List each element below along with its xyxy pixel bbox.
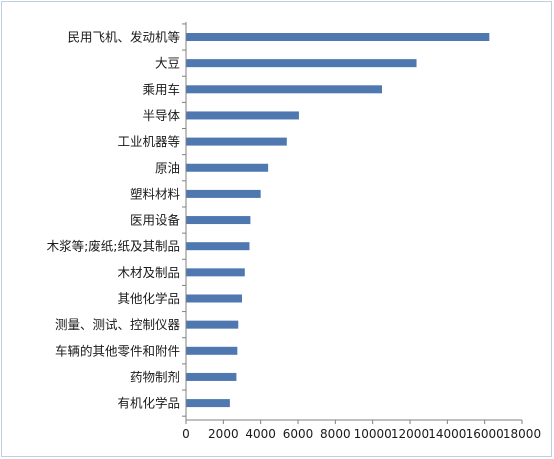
bar-14: [186, 372, 237, 381]
category-label: 工业机器等: [117, 134, 180, 149]
bar-9: [186, 242, 250, 251]
bar-5: [186, 137, 287, 146]
bars-group: [186, 33, 490, 408]
category-labels: 民用飞机、发动机等大豆乘用车半导体工业机器等原油塑料材料医用设备木浆等;废纸;纸…: [47, 30, 181, 411]
axes-group: [182, 22, 523, 424]
bar-8: [186, 216, 251, 225]
bar-12: [186, 320, 239, 329]
category-label: 车辆的其他零件和附件: [55, 343, 180, 358]
x-tick-label: 12000: [391, 427, 429, 441]
bar-4: [186, 111, 299, 120]
bar-7: [186, 189, 261, 198]
x-tick-label: 10000: [354, 427, 392, 441]
category-label: 有机化学品: [117, 396, 180, 411]
x-tick-label: 16000: [466, 427, 504, 441]
x-tick-labels: 0 2000 4000 6000 8000 10000 12000 14000 16000 180…: [182, 427, 541, 441]
x-tick-label: 4000: [245, 427, 276, 441]
category-label: 其他化学品: [117, 291, 180, 306]
category-label: 原油: [155, 160, 180, 175]
bar-3: [186, 85, 382, 94]
bar-13: [186, 346, 238, 355]
x-tick-label: 8000: [320, 427, 351, 441]
bar-2: [186, 59, 417, 68]
category-label: 木浆等;废纸;纸及其制品: [47, 239, 180, 254]
bar-10: [186, 268, 245, 277]
category-label: 药物制剂: [130, 369, 180, 384]
bar-11: [186, 294, 242, 303]
category-label: 医用设备: [130, 213, 181, 228]
category-label: 民用飞机、发动机等: [67, 30, 180, 45]
category-label: 木材及制品: [117, 265, 180, 280]
category-label: 塑料材料: [130, 186, 181, 201]
category-label: 测量、测试、控制仪器: [55, 317, 181, 332]
x-tick-label: 2000: [208, 427, 239, 441]
bar-1: [186, 33, 490, 41]
x-tick-label: 6000: [283, 427, 314, 441]
x-tick-label: 18000: [503, 427, 541, 441]
bar-15: [186, 399, 230, 408]
x-tick-label: 14000: [428, 427, 466, 441]
category-label: 大豆: [155, 56, 180, 71]
bar-6: [186, 163, 269, 172]
category-label: 半导体: [142, 108, 180, 123]
x-tick-label: 0: [182, 427, 190, 441]
category-label: 乘用车: [142, 82, 180, 97]
